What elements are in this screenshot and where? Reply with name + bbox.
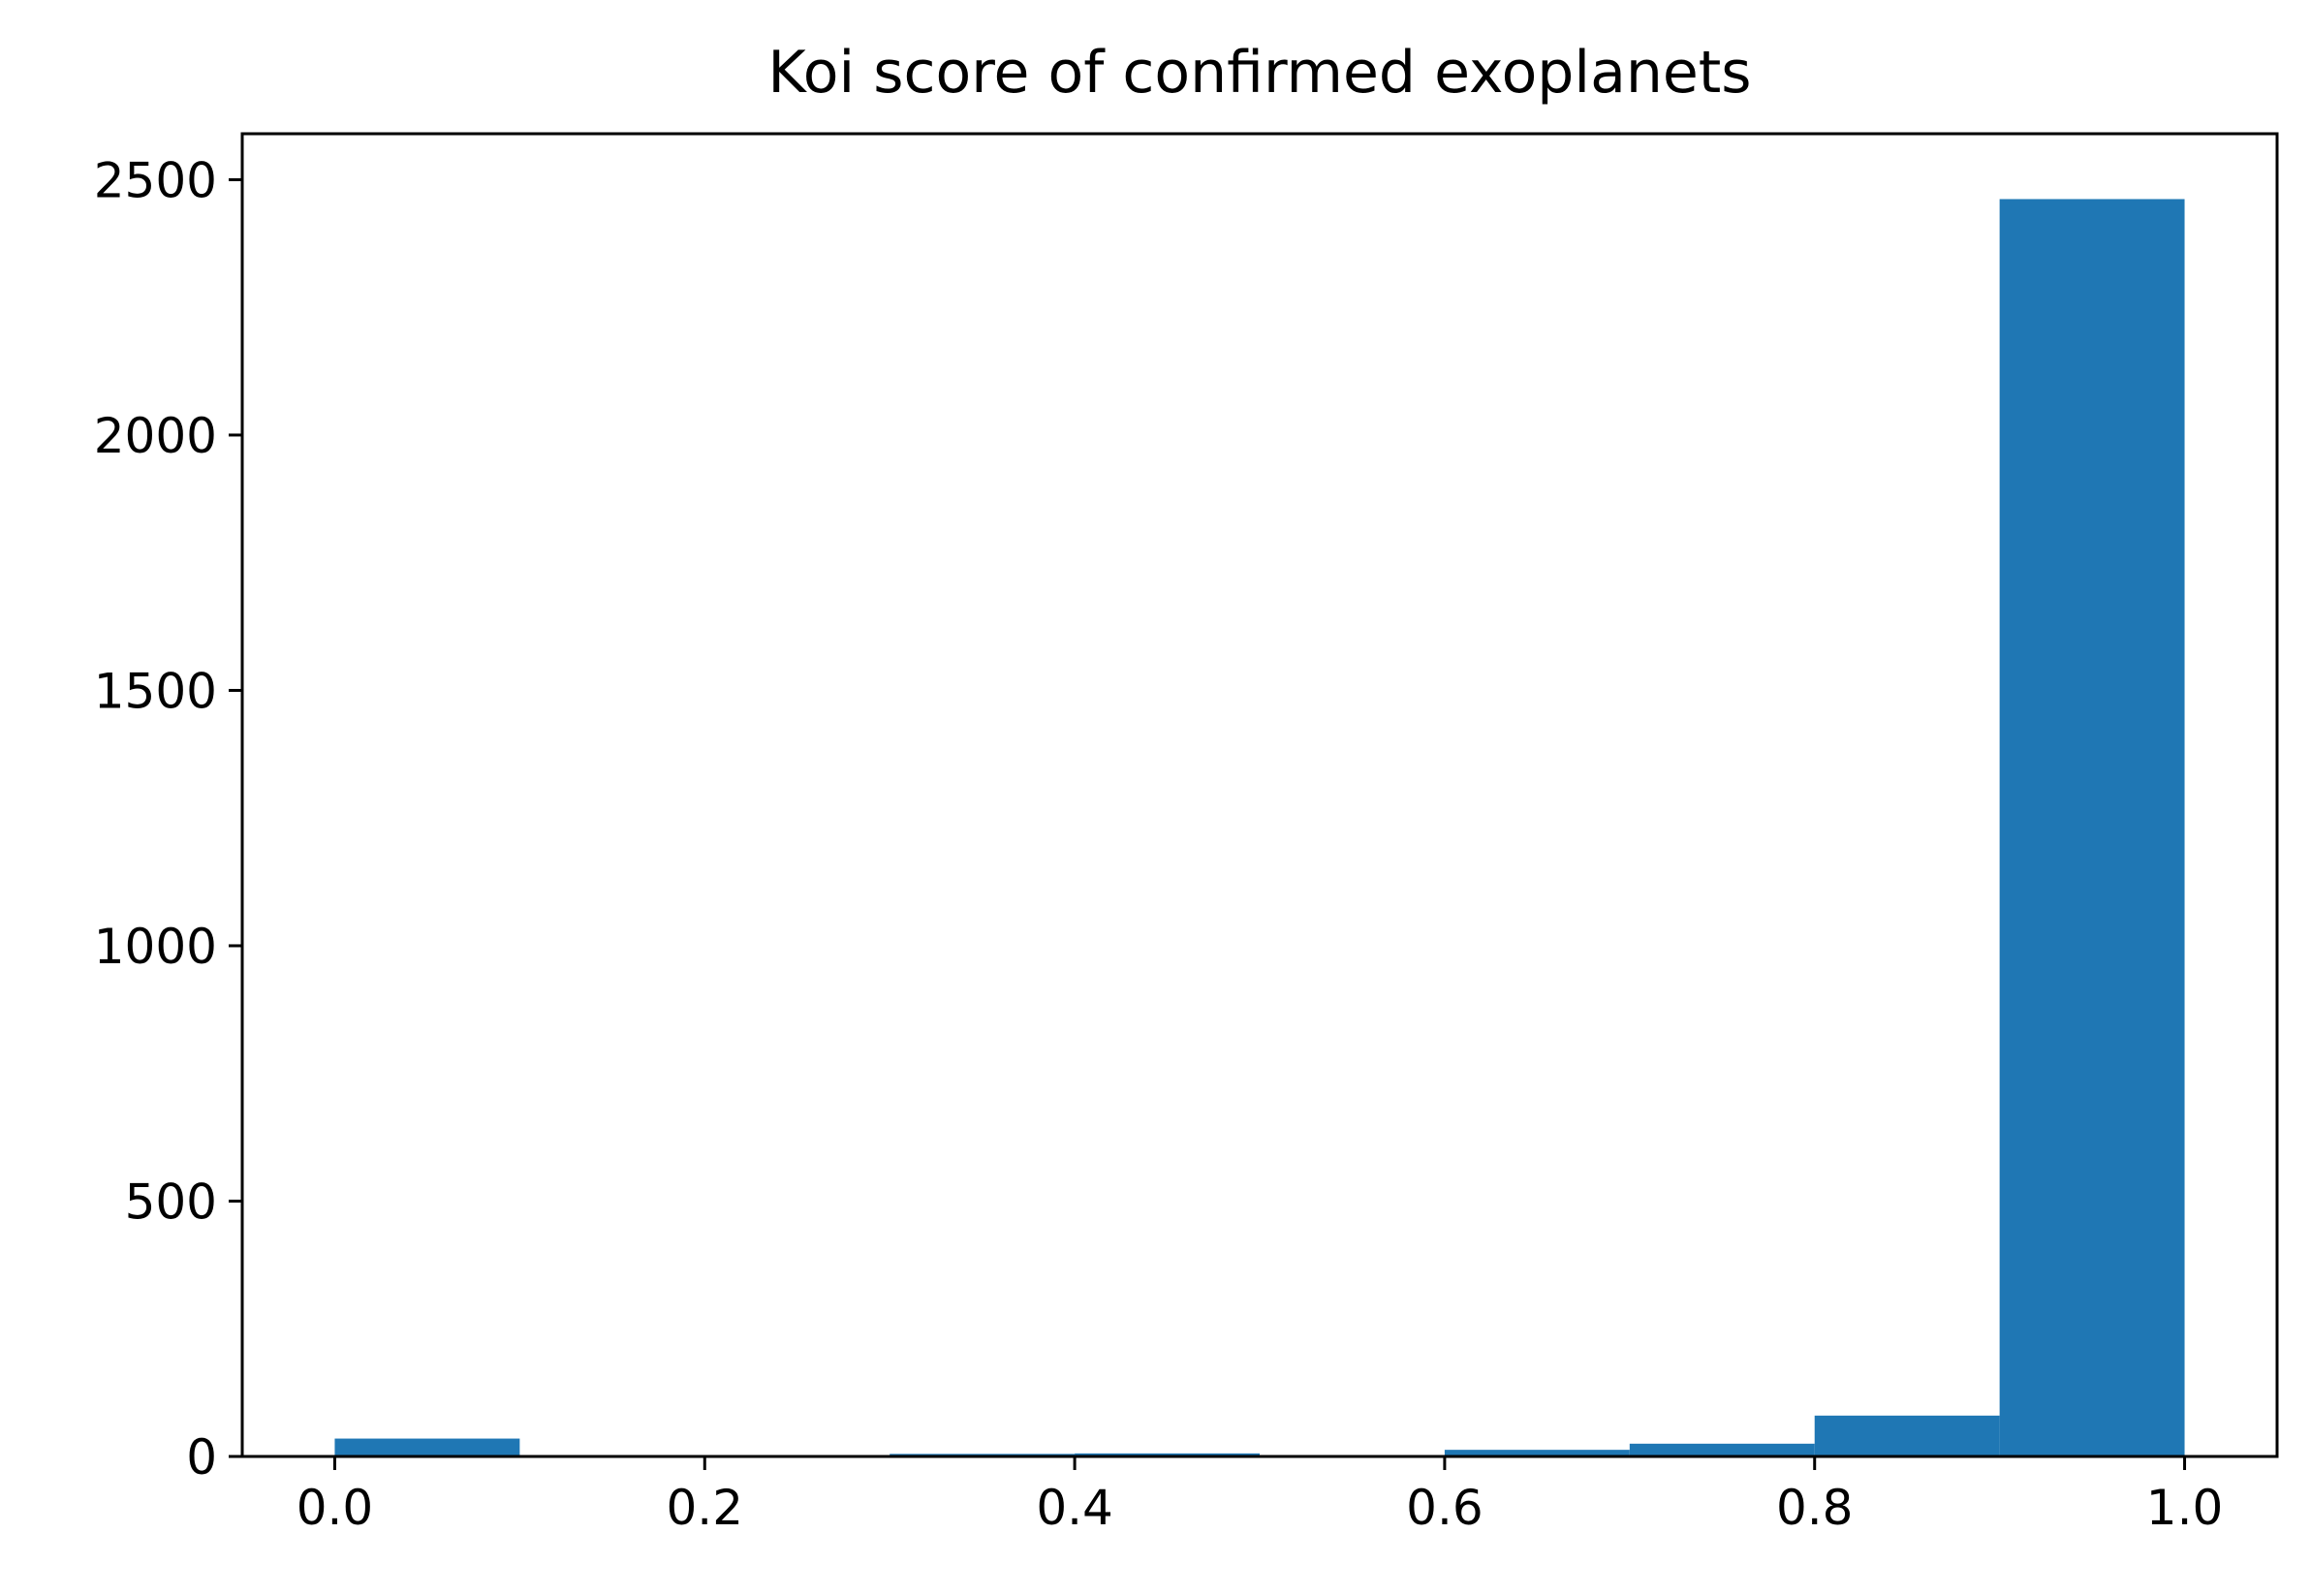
plot-frame [240, 132, 2279, 1458]
chart-title: Koi score of confirmed exoplanets [767, 39, 1751, 107]
histogram-bar [1444, 1450, 1630, 1456]
histogram-bar [1814, 1415, 2000, 1456]
histogram-bar [334, 1438, 520, 1456]
y-tick-label: 2500 [94, 152, 217, 208]
histogram-bar [1629, 1443, 1815, 1456]
y-tick-label: 2000 [94, 408, 217, 464]
y-axis-ticks: 0 500 1000 1500 2000 2500 [94, 152, 242, 1486]
x-tick-label: 0.8 [1776, 1480, 1854, 1536]
x-axis-ticks: 0.0 0.2 0.4 0.6 0.8 1.0 [297, 1456, 2224, 1536]
y-tick-label: 0 [186, 1429, 217, 1486]
x-tick-label: 1.0 [2146, 1480, 2224, 1536]
y-tick-label: 1000 [94, 919, 217, 975]
histogram-bar [1075, 1453, 1260, 1456]
bars-group [334, 199, 2185, 1456]
y-tick-label: 500 [125, 1174, 217, 1230]
x-tick-label: 0.0 [297, 1480, 374, 1536]
y-tick-label: 1500 [94, 663, 217, 719]
x-tick-label: 0.2 [667, 1480, 744, 1536]
histogram-bar [1999, 199, 2185, 1456]
x-tick-label: 0.6 [1406, 1480, 1483, 1536]
x-tick-label: 0.4 [1036, 1480, 1113, 1536]
